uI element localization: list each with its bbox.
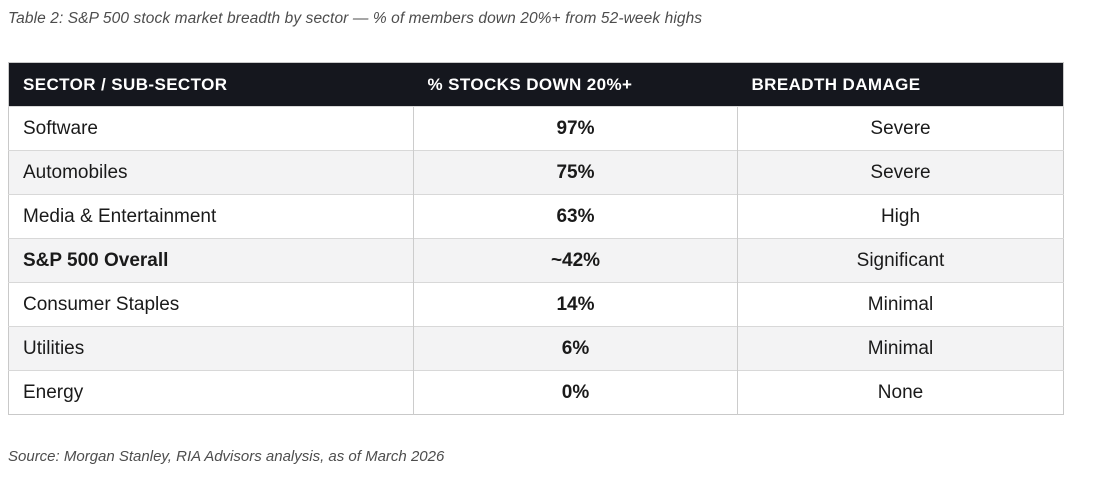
table-row: Software 97% Severe	[8, 106, 1064, 151]
table-header-row: SECTOR / SUB-SECTOR % STOCKS DOWN 20%+ B…	[8, 62, 1064, 107]
breadth-damage-cell: Minimal	[737, 326, 1064, 371]
column-header-pct-down: % STOCKS DOWN 20%+	[413, 62, 738, 107]
breadth-damage-cell: Minimal	[737, 282, 1064, 327]
table-row: Utilities 6% Minimal	[8, 326, 1064, 371]
breadth-damage-cell: High	[737, 194, 1064, 239]
source-note: Source: Morgan Stanley, RIA Advisors ana…	[8, 448, 445, 465]
pct-down-cell: 0%	[413, 370, 738, 415]
pct-down-cell: 14%	[413, 282, 738, 327]
breadth-damage-cell: None	[737, 370, 1064, 415]
breadth-damage-cell: Severe	[737, 150, 1064, 195]
pct-down-cell: 6%	[413, 326, 738, 371]
pct-down-cell: ~42%	[413, 238, 738, 283]
sector-cell: Utilities	[8, 326, 414, 371]
sector-cell: Software	[8, 106, 414, 151]
column-header-breadth-damage: BREADTH DAMAGE	[737, 62, 1064, 107]
table-row: Automobiles 75% Severe	[8, 150, 1064, 195]
breadth-damage-cell: Significant	[737, 238, 1064, 283]
pct-down-cell: 63%	[413, 194, 738, 239]
column-header-sector: SECTOR / SUB-SECTOR	[8, 62, 414, 107]
sector-cell: Media & Entertainment	[8, 194, 414, 239]
sector-cell: Automobiles	[8, 150, 414, 195]
sector-cell: S&P 500 Overall	[8, 238, 414, 283]
table-row: Consumer Staples 14% Minimal	[8, 282, 1064, 327]
breadth-table: SECTOR / SUB-SECTOR % STOCKS DOWN 20%+ B…	[8, 62, 1064, 415]
sector-cell: Consumer Staples	[8, 282, 414, 327]
table-body: Software 97% Severe Automobiles 75% Severe Med…	[8, 106, 1064, 415]
table-row: Energy 0% None	[8, 370, 1064, 415]
table-title: Table 2: S&P 500 stock market breadth by…	[8, 10, 703, 27]
sector-cell: Energy	[8, 370, 414, 415]
pct-down-cell: 97%	[413, 106, 738, 151]
breadth-damage-cell: Severe	[737, 106, 1064, 151]
pct-down-cell: 75%	[413, 150, 738, 195]
table-row: Media & Entertainment 63% High	[8, 194, 1064, 239]
table-row: S&P 500 Overall ~42% Significant	[8, 238, 1064, 283]
